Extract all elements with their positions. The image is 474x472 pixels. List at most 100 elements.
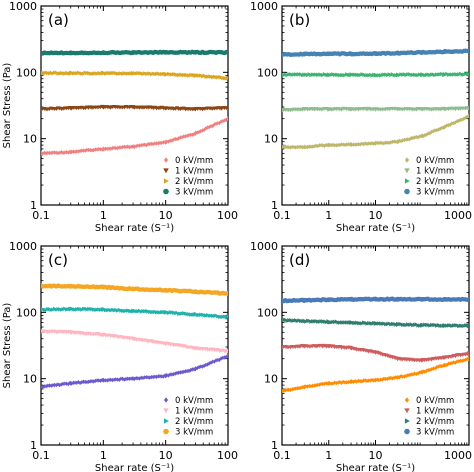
series-2-kv-mm xyxy=(282,317,469,329)
series-3-kv-mm xyxy=(282,48,469,58)
data-point xyxy=(225,291,228,296)
data-point xyxy=(356,142,361,147)
series-1-kv-mm xyxy=(41,104,228,112)
legend-marker xyxy=(163,418,169,424)
data-point xyxy=(171,137,176,142)
y-tick-label: 100 xyxy=(16,66,37,79)
data-point xyxy=(202,127,206,133)
data-point xyxy=(351,142,356,147)
data-point xyxy=(143,375,147,380)
data-point xyxy=(93,147,98,152)
data-point xyxy=(222,118,227,123)
data-point xyxy=(441,363,446,368)
data-point xyxy=(95,147,99,152)
legend-marker xyxy=(404,408,410,414)
data-point xyxy=(219,356,223,361)
data-point xyxy=(467,114,469,119)
y-tick-label: 100 xyxy=(16,306,37,319)
data-point xyxy=(61,150,65,156)
plot-frame xyxy=(40,5,229,206)
legend-entry: 2 kV/mm xyxy=(416,177,454,187)
data-point xyxy=(100,147,104,152)
data-point xyxy=(331,142,335,148)
data-point xyxy=(322,143,327,149)
legend-marker xyxy=(404,157,410,163)
series-0-kv-mm xyxy=(41,353,228,390)
x-axis-label: Shear rate (S⁻¹) xyxy=(336,463,415,472)
legend-marker xyxy=(163,397,169,403)
legend-entry: 1 kV/mm xyxy=(416,407,454,417)
data-point xyxy=(78,148,82,154)
legend-marker xyxy=(163,408,169,414)
data-point xyxy=(458,117,463,122)
x-tick-label: 0.1 xyxy=(273,449,291,462)
data-point xyxy=(348,142,352,147)
data-point xyxy=(59,149,64,155)
data-point xyxy=(204,362,208,368)
data-point xyxy=(112,145,116,150)
data-point xyxy=(390,376,395,381)
data-point xyxy=(71,149,75,154)
data-point xyxy=(151,141,155,147)
series-3-kv-mm xyxy=(41,283,228,296)
data-point xyxy=(348,379,352,384)
data-point xyxy=(382,140,386,146)
data-point xyxy=(365,378,369,384)
data-point xyxy=(363,141,367,146)
data-point xyxy=(149,374,154,380)
data-point xyxy=(178,135,183,140)
legend-marker xyxy=(163,428,169,435)
data-point xyxy=(288,387,293,393)
data-point xyxy=(168,138,172,143)
data-point xyxy=(414,134,418,140)
data-point xyxy=(202,363,206,368)
legend-entry: 0 kV/mm xyxy=(416,396,454,406)
x-tick-label: 1 xyxy=(325,209,332,222)
data-point xyxy=(431,366,435,371)
data-point xyxy=(153,374,157,379)
x-axis-label: Shear rate (S⁻¹) xyxy=(95,463,174,472)
legend-entry: 1 kV/mm xyxy=(175,167,213,177)
data-point xyxy=(322,381,327,386)
data-point xyxy=(100,377,104,383)
y-tick-label: 1000 xyxy=(9,240,37,253)
data-point xyxy=(195,130,200,135)
data-point xyxy=(95,378,99,383)
legend-marker xyxy=(163,157,169,163)
data-point xyxy=(424,132,429,137)
data-point xyxy=(126,144,130,149)
data-point xyxy=(407,372,412,378)
legend-entry: 1 kV/mm xyxy=(416,167,454,177)
x-tick-label: 100 xyxy=(217,449,238,462)
x-tick-label: 10 xyxy=(369,449,383,462)
data-point xyxy=(69,381,74,386)
data-point xyxy=(416,371,420,376)
y-tick-label: 100 xyxy=(257,66,278,79)
series-3-kv-mm xyxy=(282,296,469,304)
y-axis-label: Shear Stress (Pa) xyxy=(2,303,13,389)
series-2-kv-mm xyxy=(282,71,469,78)
data-point xyxy=(204,126,208,131)
x-tick-label: 1000 xyxy=(444,449,472,462)
data-point xyxy=(465,323,469,328)
data-point xyxy=(165,139,169,144)
data-point xyxy=(321,143,325,148)
data-point xyxy=(465,71,469,77)
legend-marker xyxy=(163,188,169,195)
data-point xyxy=(114,145,118,151)
data-point xyxy=(419,133,424,139)
data-point xyxy=(86,379,91,385)
data-point xyxy=(143,142,147,147)
legend-marker xyxy=(404,168,410,174)
data-point xyxy=(467,71,469,77)
data-point xyxy=(92,379,96,384)
y-tick-label: 1 xyxy=(30,439,37,452)
legend-entry: 0 kV/mm xyxy=(416,156,454,166)
data-point xyxy=(115,145,120,151)
data-point xyxy=(333,143,337,148)
x-axis-label: Shear rate (S⁻¹) xyxy=(336,223,415,234)
series-3-kv-mm xyxy=(41,49,228,56)
data-point xyxy=(440,125,444,130)
data-point xyxy=(75,149,79,154)
